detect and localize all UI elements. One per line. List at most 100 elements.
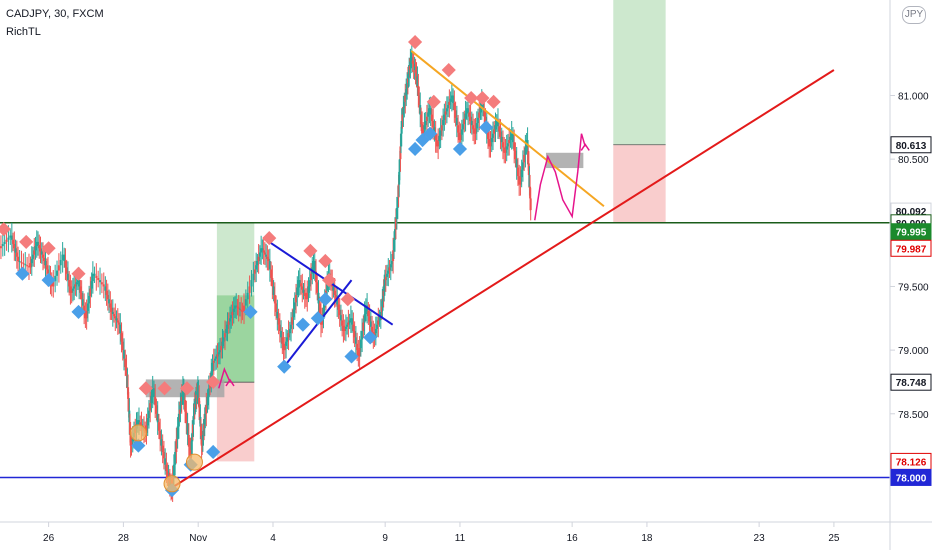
candle-body bbox=[416, 76, 419, 86]
candle-body bbox=[527, 151, 530, 164]
candle-body bbox=[184, 399, 187, 412]
candle-body bbox=[75, 282, 78, 285]
candle-body bbox=[193, 407, 196, 416]
x-tick-label: 11 bbox=[455, 533, 466, 544]
candle-body bbox=[493, 129, 496, 134]
candle-body bbox=[434, 133, 437, 141]
candle-body bbox=[445, 108, 448, 112]
candle-body bbox=[500, 136, 503, 143]
candle-body bbox=[115, 318, 118, 321]
candle-body bbox=[18, 261, 21, 263]
sell-signal-marker bbox=[179, 381, 195, 396]
candle-body bbox=[52, 281, 55, 287]
candle-body bbox=[32, 254, 35, 259]
candle-body bbox=[34, 246, 37, 251]
candle-body bbox=[236, 306, 239, 308]
indicator-name[interactable]: RichTL bbox=[6, 26, 41, 38]
candle-body bbox=[95, 275, 98, 278]
arrow-head bbox=[580, 143, 590, 151]
candle-body bbox=[356, 343, 359, 351]
buy-signal-marker bbox=[277, 359, 292, 374]
candle-body bbox=[191, 424, 194, 433]
candle-body bbox=[425, 116, 428, 121]
candle-body bbox=[408, 70, 411, 75]
candle-body bbox=[17, 256, 20, 261]
candle-body bbox=[100, 282, 103, 285]
candle-body bbox=[255, 265, 258, 270]
candle-body bbox=[488, 138, 491, 147]
candle-body bbox=[175, 439, 178, 452]
currency-badge[interactable]: JPY bbox=[902, 6, 926, 24]
candle-body bbox=[421, 124, 424, 134]
candle-body bbox=[181, 392, 184, 397]
candle-body bbox=[9, 235, 12, 238]
sell-signal-marker bbox=[464, 90, 479, 106]
candle-body bbox=[459, 134, 462, 141]
candle-body bbox=[203, 419, 206, 425]
candle-body bbox=[458, 132, 461, 141]
candle-body bbox=[288, 328, 291, 334]
candle-body bbox=[37, 241, 40, 246]
candle-body bbox=[38, 245, 41, 249]
candle-body bbox=[179, 405, 182, 410]
candle-body bbox=[221, 341, 224, 346]
candle-body bbox=[513, 142, 516, 151]
candle-body bbox=[257, 256, 260, 261]
candle-body bbox=[63, 254, 66, 261]
candle-body bbox=[333, 290, 336, 295]
candle-body bbox=[46, 269, 49, 274]
candle-body bbox=[244, 299, 247, 306]
candle-body bbox=[260, 248, 263, 253]
candle-body bbox=[214, 358, 217, 361]
candle-body bbox=[280, 331, 283, 338]
candle-body bbox=[484, 116, 487, 125]
sell-signal-marker bbox=[340, 292, 355, 307]
pivot-circle-marker bbox=[185, 453, 203, 471]
buy-signal-marker bbox=[452, 141, 468, 157]
candle-body bbox=[86, 303, 89, 311]
candle-body bbox=[129, 433, 132, 446]
candle-body bbox=[30, 258, 33, 264]
candle-body bbox=[196, 391, 199, 395]
x-tick-label: 25 bbox=[828, 533, 840, 544]
price-label-text: 80.092 bbox=[896, 207, 927, 218]
candle-body bbox=[222, 337, 225, 342]
buy-signal-marker bbox=[318, 292, 333, 307]
x-tick-label: Nov bbox=[189, 533, 207, 544]
candle-body bbox=[241, 310, 244, 312]
candle-body bbox=[473, 129, 476, 134]
candle-body bbox=[495, 120, 498, 126]
candle-body bbox=[7, 237, 10, 240]
candle-body bbox=[125, 367, 128, 376]
pivot-circle-marker bbox=[163, 475, 181, 493]
candle-body bbox=[392, 250, 395, 261]
candle-body bbox=[27, 266, 30, 268]
price-label-box bbox=[890, 373, 932, 391]
candle-body bbox=[300, 283, 303, 287]
sell-signal-marker bbox=[157, 381, 172, 396]
candle-body bbox=[518, 176, 521, 185]
candle-body bbox=[85, 310, 88, 319]
projection-curves bbox=[218, 133, 590, 389]
candle-body bbox=[468, 112, 471, 117]
plot-area[interactable] bbox=[0, 0, 890, 522]
candle-body bbox=[24, 264, 27, 266]
price-labels: 80.61380.09280.00079.99579.98778.74878.1… bbox=[890, 136, 932, 486]
candle-body bbox=[192, 415, 195, 425]
candle-body bbox=[150, 395, 153, 404]
candle-body bbox=[314, 271, 317, 283]
candle-body bbox=[271, 277, 274, 287]
candle-body bbox=[215, 356, 218, 359]
candle-body bbox=[344, 326, 347, 329]
candle-body bbox=[469, 116, 472, 121]
candle-body bbox=[233, 305, 236, 309]
candle-body bbox=[290, 324, 293, 329]
candle-body bbox=[398, 159, 401, 172]
candle-body bbox=[243, 305, 246, 312]
y-tick-label: 78.500 bbox=[898, 410, 929, 421]
candle-body bbox=[195, 397, 198, 402]
candle-body bbox=[256, 261, 259, 266]
candle-body bbox=[110, 307, 113, 312]
candle-body bbox=[449, 98, 452, 102]
